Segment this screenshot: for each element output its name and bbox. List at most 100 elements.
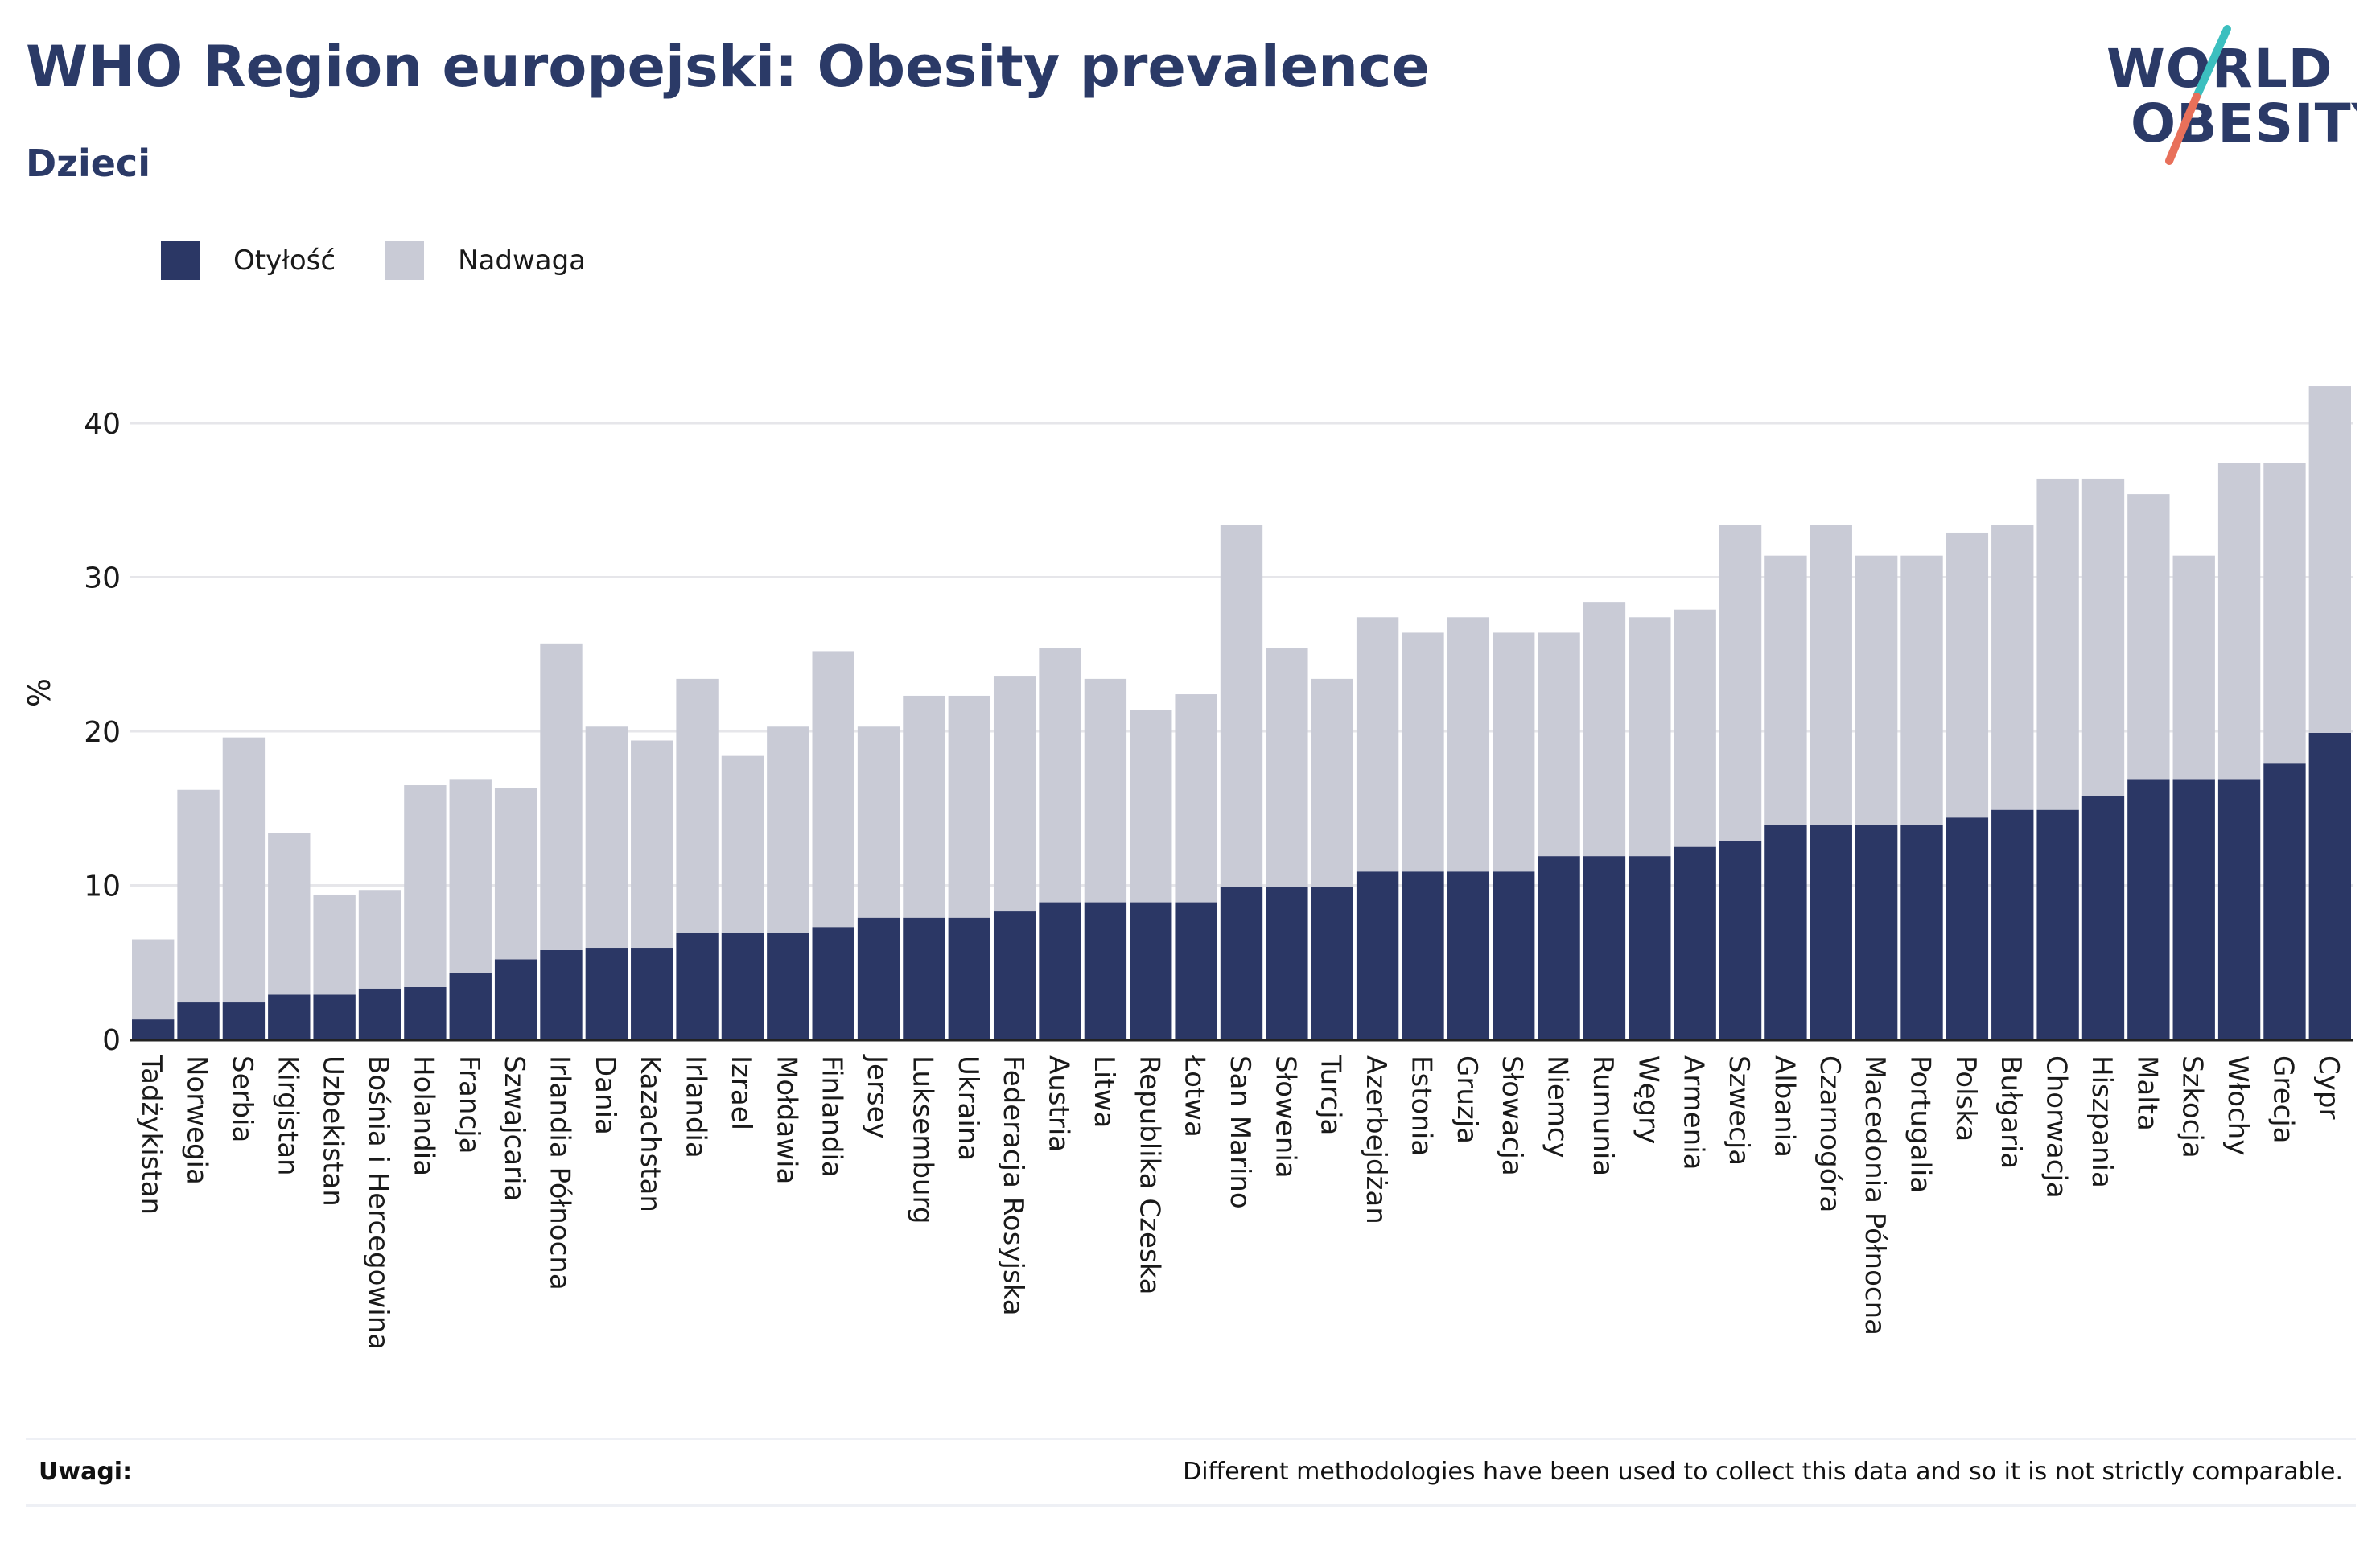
bar-obesity[interactable] [449, 973, 492, 1039]
bar-overweight[interactable] [449, 779, 492, 973]
bar-overweight[interactable] [2217, 463, 2261, 780]
bar-overweight[interactable] [631, 740, 673, 949]
bar-overweight[interactable] [903, 695, 945, 918]
bar-obesity[interactable] [2127, 779, 2170, 1039]
bar-obesity[interactable] [1810, 825, 1852, 1039]
bar-overweight[interactable] [1629, 617, 1671, 857]
bar-overweight[interactable] [812, 651, 854, 928]
bar-obesity[interactable] [2263, 763, 2306, 1039]
bar-obesity[interactable] [222, 1002, 266, 1039]
bar-overweight[interactable] [2308, 386, 2351, 733]
bar-overweight[interactable] [177, 789, 220, 1003]
bar-overweight[interactable] [268, 833, 311, 995]
bar-obesity[interactable] [2172, 779, 2215, 1039]
bar-obesity[interactable] [1855, 825, 1898, 1039]
bar-obesity[interactable] [1493, 871, 1535, 1039]
bar-obesity[interactable] [2217, 779, 2261, 1039]
bar-overweight[interactable] [1130, 710, 1172, 903]
bar-obesity[interactable] [1674, 846, 1716, 1039]
bar-obesity[interactable] [177, 1002, 220, 1039]
bar-overweight[interactable] [2172, 555, 2215, 780]
bar-overweight[interactable] [132, 939, 175, 1020]
bar-obesity[interactable] [540, 949, 583, 1039]
bar-obesity[interactable] [948, 917, 990, 1039]
bar-obesity[interactable] [132, 1019, 175, 1039]
bar-overweight[interactable] [222, 737, 266, 1003]
bar-obesity[interactable] [2081, 796, 2125, 1039]
bar-obesity[interactable] [2308, 732, 2351, 1039]
bar-overweight[interactable] [1447, 617, 1490, 872]
bar-obesity[interactable] [494, 959, 537, 1039]
bar-overweight[interactable] [1402, 632, 1444, 872]
bar-overweight[interactable] [1220, 525, 1263, 887]
bar-overweight[interactable] [1991, 525, 2034, 810]
bar-obesity[interactable] [767, 932, 809, 1039]
bar-obesity[interactable] [676, 932, 719, 1039]
bar-obesity[interactable] [1764, 825, 1807, 1039]
bar-obesity[interactable] [358, 988, 401, 1039]
bar-obesity[interactable] [812, 927, 854, 1039]
bar-overweight[interactable] [948, 695, 990, 918]
bar-overweight[interactable] [1493, 632, 1535, 872]
bar-obesity[interactable] [993, 911, 1036, 1039]
legend-item-overweight[interactable]: Nadwaga [385, 241, 586, 280]
bar-overweight[interactable] [1764, 555, 1807, 825]
bar-overweight[interactable] [1538, 632, 1580, 857]
bar-obesity[interactable] [1447, 871, 1490, 1039]
bar-obesity[interactable] [1946, 817, 1989, 1039]
bar-obesity[interactable] [631, 948, 673, 1039]
bar-obesity[interactable] [857, 917, 900, 1039]
bar-obesity[interactable] [721, 932, 764, 1039]
bar-overweight[interactable] [2263, 463, 2306, 764]
bar-overweight[interactable] [1946, 532, 1989, 818]
bar-obesity[interactable] [2036, 809, 2079, 1039]
bar-overweight[interactable] [1311, 678, 1353, 887]
bar-overweight[interactable] [313, 894, 356, 995]
bar-obesity[interactable] [1538, 856, 1580, 1039]
bar-obesity[interactable] [1991, 809, 2034, 1039]
bar-overweight[interactable] [1900, 555, 1943, 825]
bar-obesity[interactable] [903, 917, 945, 1039]
bar-obesity[interactable] [1130, 902, 1172, 1039]
bar-overweight[interactable] [2127, 494, 2170, 780]
bar-overweight[interactable] [1674, 609, 1716, 847]
bar-obesity[interactable] [1175, 902, 1217, 1039]
bar-overweight[interactable] [1855, 555, 1898, 825]
bar-overweight[interactable] [1356, 617, 1399, 872]
bar-obesity[interactable] [1220, 887, 1263, 1039]
bar-obesity[interactable] [1266, 887, 1308, 1039]
bar-overweight[interactable] [1266, 648, 1308, 887]
bar-obesity[interactable] [1629, 856, 1671, 1039]
bar-obesity[interactable] [1900, 825, 1943, 1039]
bar-overweight[interactable] [540, 643, 583, 950]
bar-obesity[interactable] [1583, 856, 1626, 1039]
bar-overweight[interactable] [585, 726, 628, 949]
bar-overweight[interactable] [358, 890, 401, 989]
bar-obesity[interactable] [268, 994, 311, 1039]
bar-obesity[interactable] [1356, 871, 1399, 1039]
bar-overweight[interactable] [494, 788, 537, 960]
bar-overweight[interactable] [721, 755, 764, 933]
bar-overweight[interactable] [993, 676, 1036, 912]
bar-obesity[interactable] [313, 994, 356, 1039]
bar-overweight[interactable] [676, 678, 719, 933]
bar-overweight[interactable] [1719, 525, 1762, 841]
bar-obesity[interactable] [1039, 902, 1081, 1039]
bar-overweight[interactable] [1175, 694, 1217, 903]
bar-overweight[interactable] [1084, 678, 1127, 903]
bar-overweight[interactable] [404, 785, 447, 987]
bar-obesity[interactable] [1311, 887, 1353, 1039]
bar-overweight[interactable] [1583, 602, 1626, 857]
bar-obesity[interactable] [1402, 871, 1444, 1039]
bar-obesity[interactable] [1719, 840, 1762, 1039]
bar-overweight[interactable] [2081, 478, 2125, 796]
bar-overweight[interactable] [2036, 478, 2079, 810]
bar-overweight[interactable] [767, 726, 809, 933]
bar-obesity[interactable] [1084, 902, 1127, 1039]
bar-overweight[interactable] [1810, 525, 1852, 825]
legend-item-obesity[interactable]: Otyłość [161, 241, 336, 280]
bar-obesity[interactable] [585, 948, 628, 1039]
bar-overweight[interactable] [857, 726, 900, 918]
bar-overweight[interactable] [1039, 648, 1081, 903]
bar-obesity[interactable] [404, 986, 447, 1039]
